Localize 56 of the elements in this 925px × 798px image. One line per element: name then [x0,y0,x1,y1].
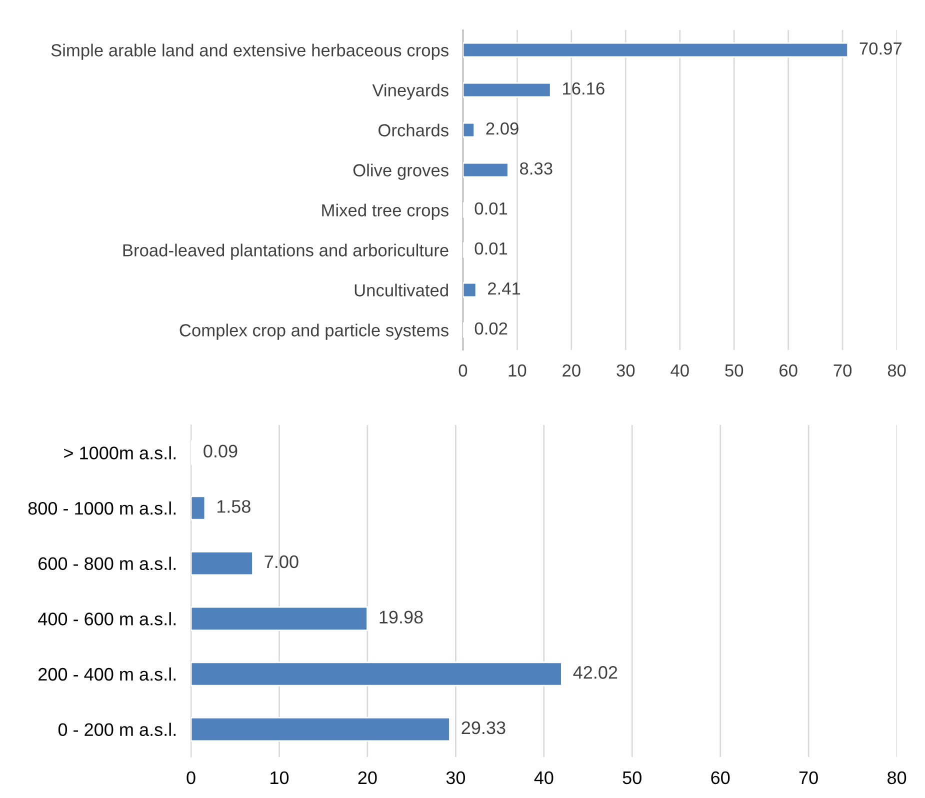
data-label: 0.01 [474,202,508,215]
data-label: 16.16 [563,82,604,95]
data-label: 29.33 [462,721,506,734]
y-tick-label: Complex crop and particle systems [180,324,448,340]
bar [191,496,206,520]
x-tick-label: 50 [622,771,642,784]
y-tick-label: 800 - 1000 m a.s.l. [28,501,176,515]
y-tick-label: Mixed tree crops [322,204,448,220]
bar [191,717,450,742]
x-tick-label: 60 [711,771,730,784]
bar [462,82,552,98]
x-tick-label: 30 [616,364,635,377]
bar [462,282,477,298]
x-tick-label: 40 [534,771,554,784]
y-tick-label: > 1000m a.s.l. [64,446,176,460]
x-tick-label: 30 [446,771,466,784]
data-label: 70.97 [860,42,902,55]
x-tick-label: 80 [888,364,906,377]
data-label: 8.33 [520,162,552,175]
data-label: 2.09 [486,122,518,135]
x-tick-label: 10 [508,364,526,377]
data-label: 0.09 [204,444,238,458]
y-tick-label: 0 - 200 m a.s.l. [58,722,176,736]
y-tick-label: Uncultivated [354,284,448,296]
y-tick-label: Broad-leaved plantations and arboriculture [123,244,448,260]
bar [191,662,562,686]
y-tick-label: Simple arable land and extensive herbaceous crops [51,44,448,60]
data-label: 2.41 [488,282,520,294]
data-label: 7.00 [264,555,298,568]
bar [462,122,475,138]
y-tick-label: Vineyards [372,84,448,100]
x-tick-label: 70 [834,364,852,377]
x-tick-label: 40 [670,364,689,377]
bar [191,606,368,631]
x-tick-label: 60 [780,364,798,377]
data-label: 42.02 [573,666,618,679]
x-tick-label: 0 [186,771,196,784]
bar [462,42,849,58]
y-tick-label: 400 - 600 m a.s.l. [38,612,176,626]
x-tick-label: 50 [725,364,744,377]
y-tick-label: 600 - 800 m a.s.l. [38,556,176,570]
data-label: 0.01 [474,242,508,255]
x-tick-label: 10 [270,771,289,784]
data-label: 0.02 [474,322,508,335]
x-tick-label: 20 [358,771,377,784]
x-tick-label: 80 [888,771,906,784]
x-tick-label: 20 [562,364,580,377]
data-label: 19.98 [380,610,423,624]
bar [462,162,509,178]
x-tick-label: 70 [799,771,818,784]
y-tick-label: Olive groves [353,164,448,180]
y-tick-label: Orchards [378,124,448,136]
x-tick-label: 0 [458,364,468,377]
bar [191,551,254,576]
data-label: 1.58 [217,500,250,513]
y-tick-label: 200 - 400 m a.s.l. [38,667,176,681]
